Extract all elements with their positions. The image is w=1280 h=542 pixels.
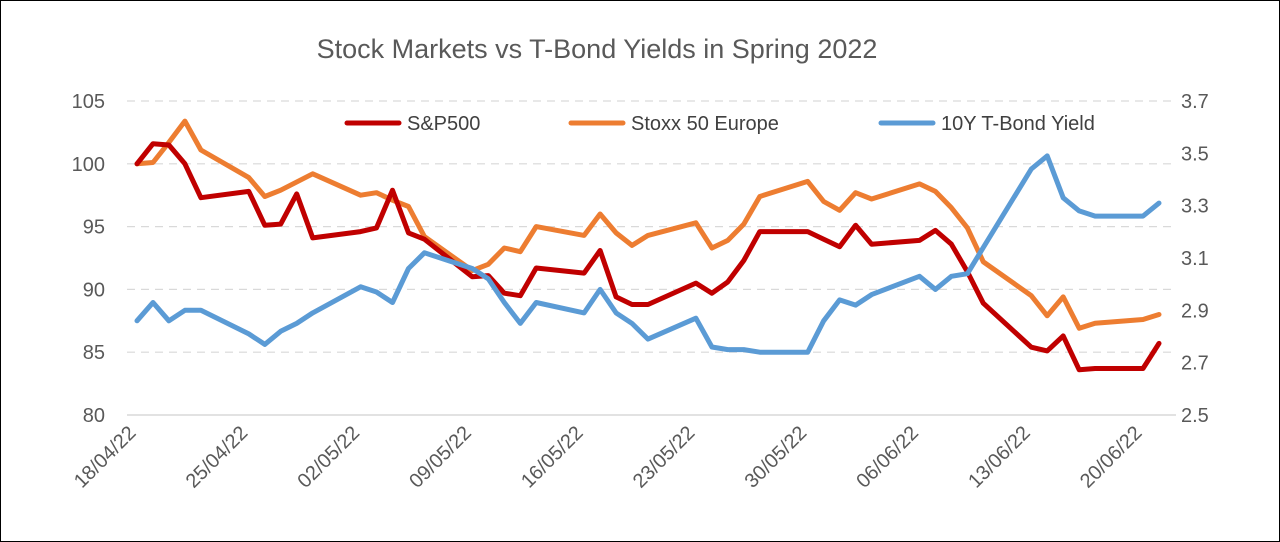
left-y-tick-label: 90 [83,279,105,301]
x-tick-label: 13/06/22 [964,422,1035,493]
x-tick-label: 16/05/22 [517,422,588,493]
legend-label-2: 10Y T-Bond Yield [941,113,1095,135]
left-y-tick-label: 100 [72,154,105,176]
x-tick-label: 25/04/22 [182,422,253,493]
right-y-tick-label: 3.5 [1181,143,1209,165]
legend-label-1: Stoxx 50 Europe [631,113,779,135]
right-y-tick-label: 3.3 [1181,196,1209,218]
right-y-tick-label: 3.7 [1181,91,1209,113]
series-line-2 [134,153,1162,355]
left-y-tick-label: 80 [83,405,105,427]
series-line-1 [134,118,1162,331]
left-y-tick-label: 85 [83,342,105,364]
x-tick-label: 18/04/22 [70,422,141,493]
series-line-0 [134,141,1162,373]
left-y-axis: 80 85 90 95 100 105 [72,91,105,427]
x-tick-label: 20/06/22 [1076,422,1147,493]
right-y-tick-label: 2.5 [1181,405,1209,427]
x-tick-label: 09/05/22 [405,422,476,493]
series-lines [134,118,1162,373]
x-tick-label: 06/06/22 [852,422,923,493]
gridlines [127,100,1176,353]
x-tick-label: 02/05/22 [293,422,364,493]
x-tick-label: 30/05/22 [741,422,812,493]
legend-label-0: S&P500 [407,113,480,135]
right-y-axis: 2.5 2.7 2.9 3.1 3.3 3.5 3.7 [1181,91,1209,427]
right-y-tick-label: 3.1 [1181,248,1209,270]
right-y-tick-label: 2.7 [1181,353,1209,375]
left-y-tick-label: 105 [72,91,105,113]
left-y-tick-label: 95 [83,217,105,239]
legend: S&P500 Stoxx 50 Europe 10Y T-Bond Yield [344,113,1095,135]
right-y-tick-label: 2.9 [1181,300,1209,322]
chart-title: Stock Markets vs T-Bond Yields in Spring… [317,34,878,64]
x-tick-label: 23/05/22 [629,422,700,493]
x-axis: 18/04/22 25/04/22 02/05/22 09/05/22 16/05/22… [70,422,1147,493]
